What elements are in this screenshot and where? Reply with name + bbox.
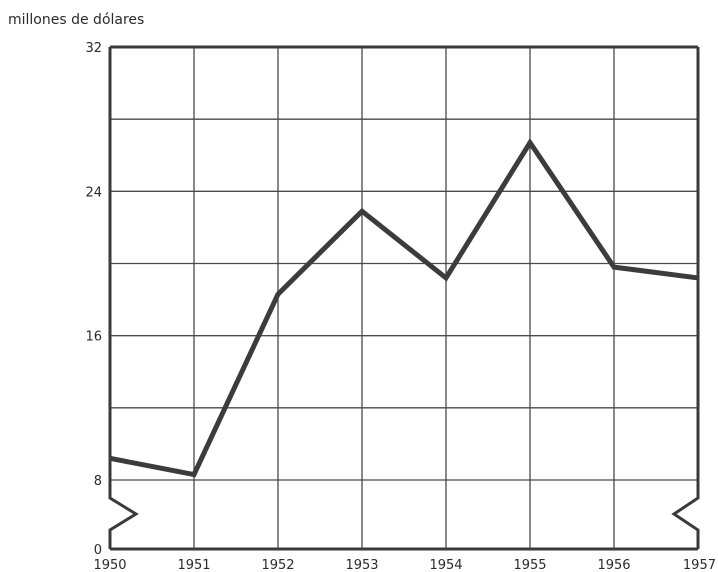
x-tick-label: 1956 bbox=[597, 558, 630, 572]
x-tick-label: 1955 bbox=[513, 558, 546, 572]
grid bbox=[110, 47, 698, 549]
series-line bbox=[109, 138, 699, 478]
series-layer bbox=[109, 138, 699, 478]
y-tick-label: 0 bbox=[94, 543, 102, 558]
y-tick-labels: 0 8 16 24 32 bbox=[85, 41, 102, 558]
x-tick-label: 1952 bbox=[261, 558, 294, 572]
x-tick-label: 1953 bbox=[345, 558, 378, 572]
x-tick-label: 1954 bbox=[429, 558, 462, 572]
x-tick-label: 1957 bbox=[683, 558, 716, 572]
y-tick-label: 16 bbox=[85, 330, 102, 345]
y-tick-label: 32 bbox=[85, 41, 102, 56]
y-tick-label: 24 bbox=[85, 185, 102, 200]
frame-right bbox=[671, 47, 700, 549]
y-axis bbox=[108, 47, 139, 549]
x-tick-labels: 1950 1951 1952 1953 1954 1955 1956 1957 bbox=[93, 558, 716, 572]
y-tick-label: 8 bbox=[94, 474, 102, 489]
y-axis-label: millones de dólares bbox=[8, 12, 144, 28]
plot-frame bbox=[108, 45, 700, 551]
x-tick-label: 1951 bbox=[177, 558, 210, 572]
x-tick-label: 1950 bbox=[93, 558, 126, 572]
